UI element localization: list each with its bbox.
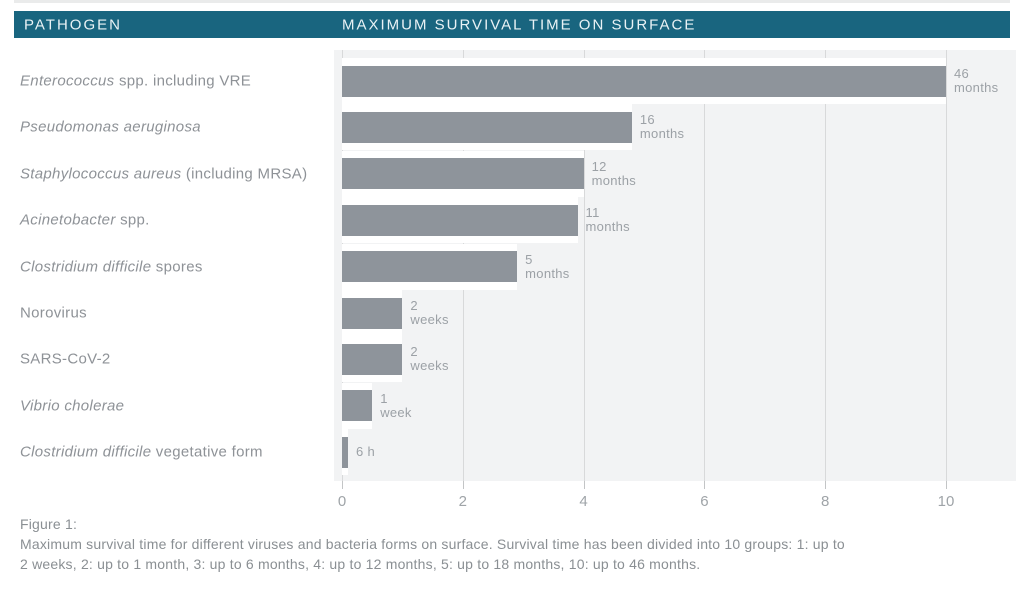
header-pathogen-label: PATHOGEN (24, 16, 122, 33)
survival-bar (342, 436, 349, 468)
survival-bar (342, 111, 632, 143)
survival-bar (342, 390, 373, 422)
bar-value-label: 1 week (380, 390, 412, 420)
bar-chart: 0 2 4 6 8 10 Enterococcus spp. including VRE 46… (0, 50, 1024, 520)
pathogen-label: Enterococcus spp. including VRE (20, 72, 252, 90)
bar-frame (342, 197, 578, 244)
bar-value-label: 16 months (639, 112, 685, 142)
pathogen-label: Clostridium difficile spores (20, 258, 203, 276)
pathogen-row: SARS-CoV-2 2 weeks (0, 336, 1024, 383)
bar-frame (342, 104, 632, 151)
axis-tick-label: 2 (458, 493, 467, 510)
gridline (825, 50, 827, 481)
pathogen-row: Norovirus 2 weeks (0, 290, 1024, 336)
pathogen-label: Clostridium difficile vegetative form (20, 443, 263, 461)
survival-bar (342, 251, 518, 283)
pathogen-label: SARS-CoV-2 (20, 350, 111, 368)
axis-tick-mark (462, 481, 464, 489)
bar-value-label: 12 months (591, 158, 637, 188)
axis-tick-label: 6 (700, 493, 709, 510)
pathogen-label: Pseudomonas aeruginosa (20, 118, 201, 136)
bar-value-label: 2 weeks (410, 298, 449, 327)
axis-tick-mark (946, 481, 947, 489)
bar-frame (342, 243, 518, 290)
gridline (704, 50, 706, 481)
axis-tick-label: 8 (821, 493, 830, 510)
pathogen-row: Enterococcus spp. including VRE 46 months (0, 58, 1024, 104)
axis-tick-mark (825, 481, 827, 489)
survival-bar (342, 158, 584, 190)
figure-caption: Figure 1: Maximum survival time for diff… (20, 514, 1020, 574)
axis-tick-mark (583, 481, 585, 489)
pathogen-row: Vibrio cholerae 1 week (0, 382, 1024, 429)
pathogen-row: Clostridium difficile vegetative form 6 h (0, 429, 1024, 476)
survival-bar (342, 204, 578, 236)
survival-bar (342, 297, 403, 329)
pathogen-label: Staphylococcus aureus (including MRSA) (20, 165, 308, 183)
pathogen-label: Vibrio cholerae (20, 397, 125, 415)
table-header: PATHOGEN MAXIMUM SURVIVAL TIME ON SURFAC… (14, 11, 1010, 38)
axis-tick-label: 4 (579, 493, 588, 510)
pathogen-row: Clostridium difficile spores 5 months (0, 243, 1024, 290)
bar-value-label: 2 weeks (410, 344, 449, 374)
bar-frame (342, 336, 403, 383)
gridline (583, 50, 585, 481)
pathogen-label: Norovirus (20, 304, 87, 322)
gridline (946, 50, 947, 481)
pathogen-label: Acinetobacter spp. (20, 211, 150, 229)
bar-value-label: 6 h (356, 444, 376, 460)
header-survival-label: MAXIMUM SURVIVAL TIME ON SURFACE (342, 16, 697, 33)
axis-tick-mark (342, 481, 343, 489)
axis-tick-mark (704, 481, 706, 489)
pathogen-row: Staphylococcus aureus (including MRSA) 12… (0, 150, 1024, 197)
bar-frame (342, 150, 584, 197)
bar-frame (342, 58, 946, 104)
axis-tick-label: 0 (337, 493, 347, 510)
caption-title: Figure 1: (20, 516, 78, 532)
bar-value-label: 5 months (525, 251, 570, 281)
pathogen-row: Acinetobacter spp. 11 months (0, 197, 1024, 244)
bar-value-label: 46 months (954, 66, 999, 95)
survival-bar (342, 65, 946, 97)
pathogen-row: Pseudomonas aeruginosa 16 months (0, 104, 1024, 151)
bar-frame (342, 382, 373, 429)
bar-frame (342, 290, 403, 336)
bar-value-label: 11 months (585, 205, 630, 235)
survival-bar (342, 343, 403, 375)
bar-frame (342, 429, 349, 476)
top-divider (14, 0, 1010, 3)
axis-tick-label: 10 (937, 493, 955, 510)
caption-body: Maximum survival time for different viru… (20, 536, 845, 572)
